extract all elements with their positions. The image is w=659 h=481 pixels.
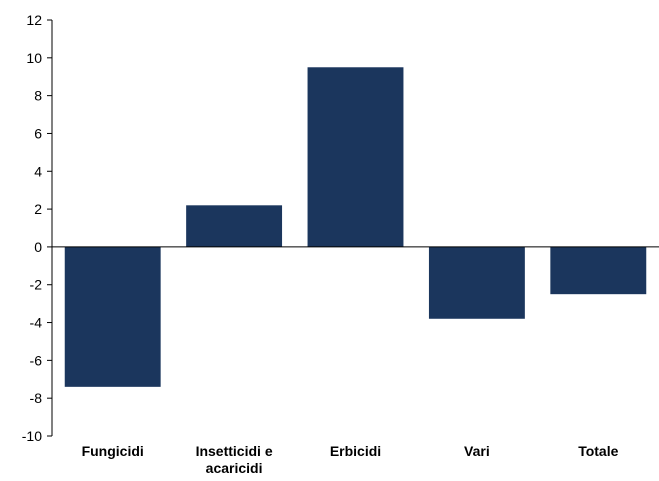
bar [428,246,525,319]
bar [186,205,283,247]
bar [307,67,404,247]
y-tick-label: 6 [34,125,42,141]
y-tick-label: -2 [30,277,43,293]
category-label-line: Vari [464,443,490,459]
category-label-line: acaricidi [206,460,263,476]
category-labels: Fungicidi Insetticidi e acaricidi Erbicidi V… [82,443,619,476]
y-tick-label: -4 [30,315,43,331]
y-tick-label: -8 [30,390,43,406]
y-tick-label: 10 [26,50,42,66]
category-label-line: Fungicidi [82,443,144,459]
category-label: Vari [464,443,490,459]
y-tick-label: 0 [34,239,42,255]
category-label: Fungicidi [82,443,144,459]
category-label: Insetticidi e acaricidi [196,443,273,476]
bar [550,246,647,295]
bars [64,67,647,387]
category-label-line: Totale [578,443,618,459]
category-label: Erbicidi [330,443,381,459]
category-label-line: Erbicidi [330,443,381,459]
y-tick-label: 4 [34,163,42,179]
bar [64,246,161,387]
category-label-line: Insetticidi e [196,443,273,459]
y-tick-label: 8 [34,88,42,104]
y-tick-label: 2 [34,201,42,217]
y-tick-label: 12 [26,12,42,28]
y-tick-label: -6 [30,352,43,368]
category-label: Totale [578,443,618,459]
y-axis: -10 -8 -6 -4 -2 0 2 4 6 8 10 12 [22,12,53,444]
y-tick-label: -10 [22,428,42,444]
